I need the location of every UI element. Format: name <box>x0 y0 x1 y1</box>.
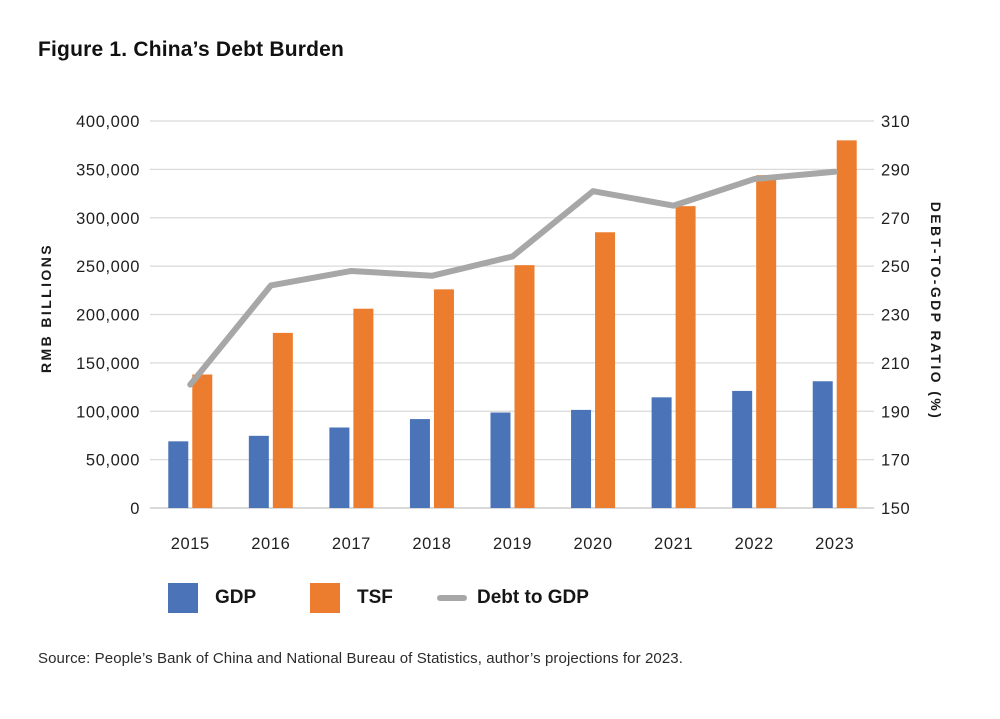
left-axis-tick-label: 150,000 <box>76 355 140 373</box>
tsf-swatch <box>310 583 340 613</box>
right-axis-tick-label: 190 <box>881 403 910 421</box>
figure-title: Figure 1. China’s Debt Burden <box>38 38 345 61</box>
right-axis-tick-label: 170 <box>881 452 910 470</box>
x-axis-tick-label: 2016 <box>251 535 290 553</box>
x-axis-tick-label: 2019 <box>493 535 532 553</box>
bar-gdp-2020 <box>571 409 592 508</box>
right-axis-tick-label: 250 <box>881 258 910 276</box>
right-axis-tick-label: 150 <box>881 500 910 518</box>
left-axis-tick-label: 300,000 <box>76 210 140 228</box>
x-axis-tick-label: 2023 <box>815 535 854 553</box>
legend-item-tsf: TSF <box>310 583 393 613</box>
bar-gdp-2017 <box>329 427 350 508</box>
gdp-swatch <box>168 583 198 613</box>
legend: GDP TSF Debt to GDP <box>0 583 1000 615</box>
right-axis-tick-label: 210 <box>881 355 910 373</box>
x-axis-tick-label: 2018 <box>412 535 451 553</box>
legend-label-tsf: TSF <box>357 587 393 608</box>
chart-plot: 0 50,000 100,000 150,000 200,000 250,000 300,0… <box>76 113 910 553</box>
bar-tsf-2019 <box>514 265 535 508</box>
right-axis-tick-label: 290 <box>881 161 910 179</box>
x-axis-tick-label: 2015 <box>171 535 210 553</box>
x-axis-tick-label: 2017 <box>332 535 371 553</box>
source-note: Source: People’s Bank of China and Natio… <box>38 650 683 667</box>
bar-gdp-2018 <box>409 419 430 508</box>
right-axis-tick-label: 270 <box>881 210 910 228</box>
bar-tsf-2017 <box>353 308 374 508</box>
debt-to-gdp-line <box>187 168 838 388</box>
left-axis-tick-label: 350,000 <box>76 161 140 179</box>
right-axis-title: DEBT-TO-GDP RATIO (%) <box>928 201 944 421</box>
legend-item-debt-to-gdp: Debt to GDP <box>437 583 589 613</box>
left-axis-tick-label: 400,000 <box>76 113 140 131</box>
left-axis-tick-label: 100,000 <box>76 403 140 421</box>
x-axis-tick-label: 2020 <box>574 535 613 553</box>
left-axis-tick-label: 250,000 <box>76 258 140 276</box>
bar-gdp-2015 <box>168 441 189 508</box>
left-axis-title: RMB BILLIONS <box>38 243 54 373</box>
bar-tsf-2022 <box>756 175 777 508</box>
bar-gdp-2021 <box>651 397 672 508</box>
right-axis-tick-label: 230 <box>881 307 910 325</box>
right-axis-tick-label: 310 <box>881 113 910 131</box>
bar-gdp-2022 <box>732 390 753 508</box>
bar-gdp-2019 <box>490 412 511 508</box>
legend-label-gdp: GDP <box>215 587 257 608</box>
bar-gdp-2023 <box>812 381 833 508</box>
legend-item-gdp: GDP <box>168 583 256 613</box>
bar-tsf-2015 <box>192 374 213 508</box>
bar-tsf-2023 <box>836 140 857 508</box>
x-axis-tick-label: 2021 <box>654 535 693 553</box>
left-axis-tick-label: 200,000 <box>76 307 140 325</box>
left-axis-tick-label: 50,000 <box>86 452 140 470</box>
debt-to-gdp-line-swatch <box>437 595 467 601</box>
bar-tsf-2016 <box>272 332 293 508</box>
bar-tsf-2020 <box>595 232 616 508</box>
bar-gdp-2016 <box>248 435 269 508</box>
left-axis-tick-label: 0 <box>130 500 140 518</box>
x-axis-tick-label: 2022 <box>735 535 774 553</box>
legend-label-debt-to-gdp: Debt to GDP <box>477 587 589 608</box>
bar-tsf-2021 <box>675 206 696 508</box>
bar-tsf-2018 <box>433 289 454 508</box>
